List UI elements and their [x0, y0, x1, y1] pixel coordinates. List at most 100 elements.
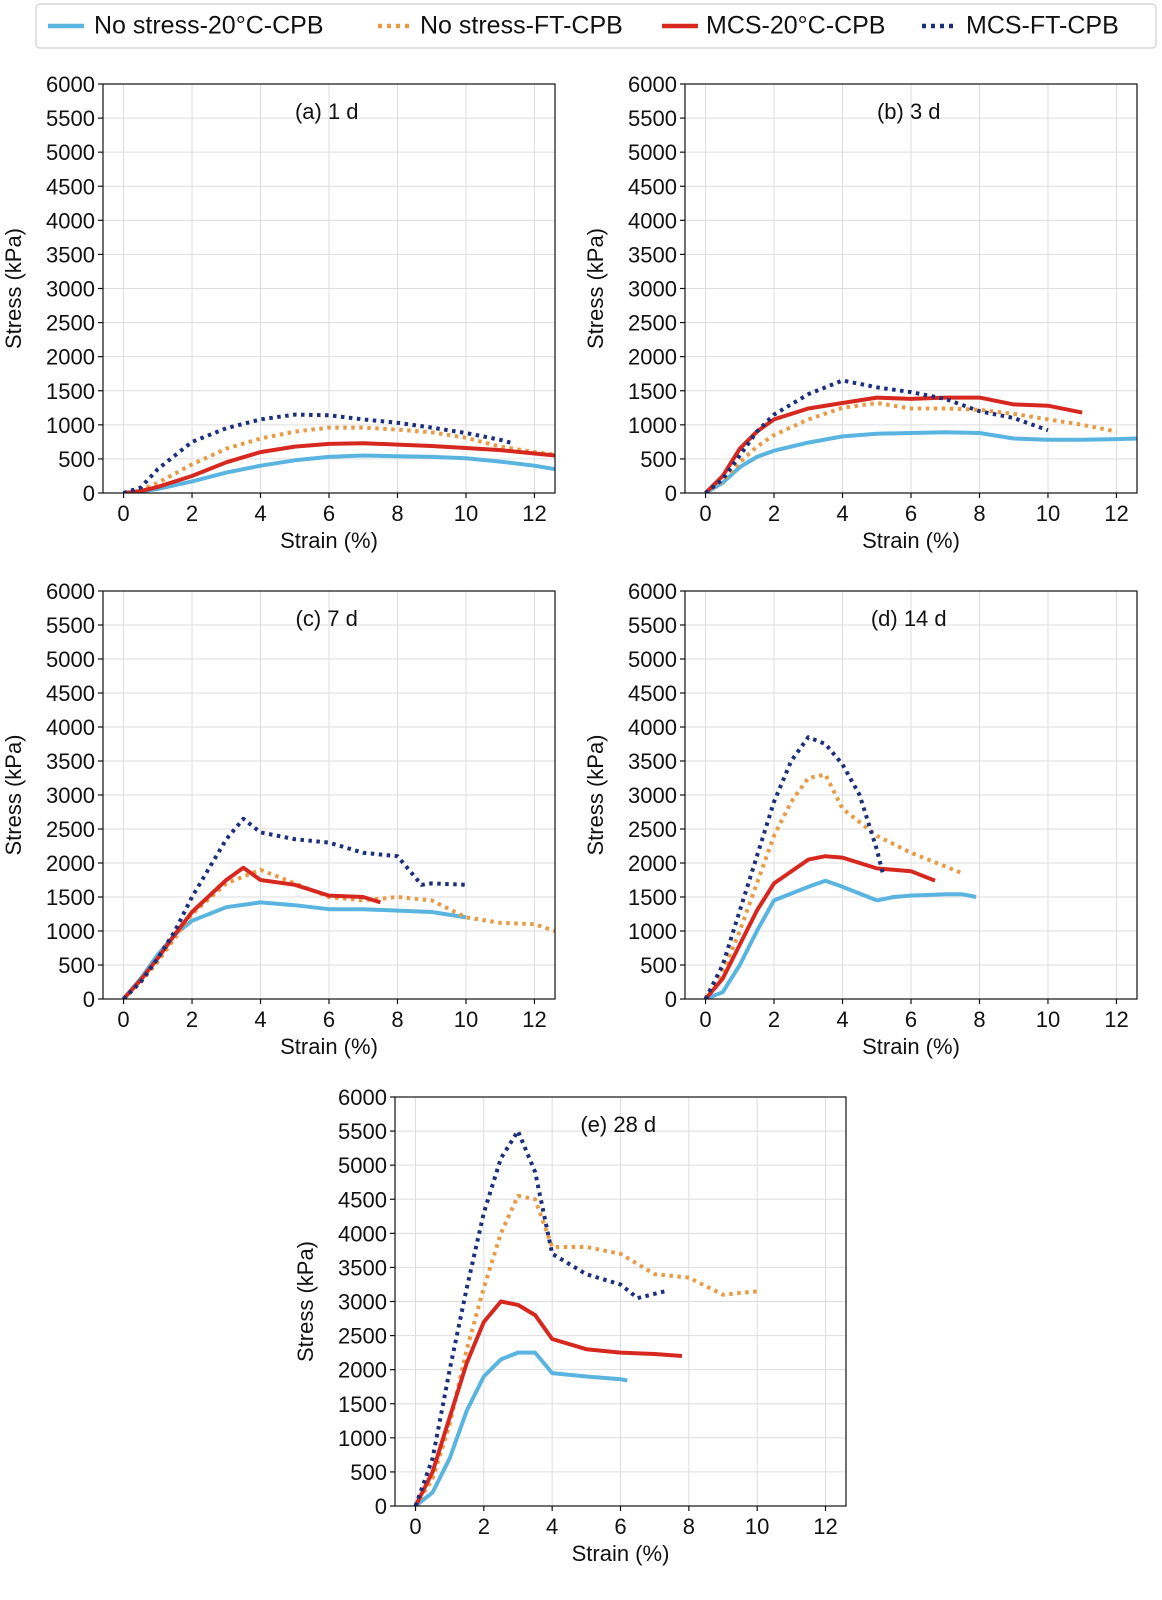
y-tick-label: 5000 [46, 140, 95, 165]
y-tick-label: 500 [58, 953, 95, 978]
y-tick-label: 3000 [628, 783, 677, 808]
x-tick-label: 6 [323, 501, 335, 526]
legend-label: No stress-20°C-CPB [94, 12, 324, 40]
legend-box [35, 3, 1157, 49]
y-tick-label: 0 [83, 481, 95, 506]
y-tick-label: 2000 [46, 345, 95, 370]
panel-a: 0 2 4 6 8 10 12 0 500 1000 1500 2000 2500 3000 3500 400… [1, 72, 556, 553]
y-tick-label: 3000 [46, 277, 95, 302]
series-line-mcs-20c-cpb [122, 865, 381, 999]
x-tick-label: 8 [973, 501, 985, 526]
y-tick-label: 4000 [338, 1221, 387, 1246]
x-tick-label: 12 [813, 1514, 837, 1539]
y-tick-label: 1500 [338, 1392, 387, 1417]
panels: 0 2 4 6 8 10 120500100015002000250030003500400… [1, 72, 1138, 1566]
x-tick-label: 2 [478, 1514, 490, 1539]
legend-entry-no-stress-20c-cpb: No stress-20°C-CPB [48, 12, 324, 40]
y-tick-label: 4000 [628, 715, 677, 740]
y-axis: 0 500 1000 1500 2000 2500 3000 3500 4000 4500 5000… [628, 72, 685, 506]
x-tick-label: 12 [1104, 501, 1128, 526]
series-line-mcs-ft-cpb [122, 816, 467, 999]
x-tick-label: 2 [768, 501, 780, 526]
y-tick-label: 2500 [338, 1324, 387, 1349]
series-line-no-stress-20c-cpb [414, 1350, 628, 1506]
x-tick-label: 12 [522, 1007, 546, 1032]
x-tick-label: 6 [614, 1514, 626, 1539]
y-tick-label: 2000 [628, 851, 677, 876]
x-tick-label: 2 [768, 1007, 780, 1032]
y-axis: 0 500 1000 1500 2000 2500 3000 3500 4000 4500 5000… [338, 1085, 395, 1519]
y-tick-label: 500 [350, 1460, 387, 1485]
x-tick-label: 0 [117, 1007, 129, 1032]
x-tick-label: 0 [699, 1007, 711, 1032]
series-line-mcs-20c-cpb [703, 854, 936, 999]
y-axis: 0 500 1000 1500 2000 2500 3000 3500 4000 4500 5000… [46, 72, 103, 506]
legend-entry-no-stress-ft-cpb: No stress-FT-CPB [378, 12, 623, 40]
y-tick-label: 1500 [46, 379, 95, 404]
series-line-mcs-20c-cpb [123, 441, 555, 493]
x-tick-label: 0 [699, 501, 711, 526]
y-tick-label: 2500 [46, 311, 95, 336]
y-tick-label: 5000 [338, 1153, 387, 1178]
x-tick-label: 6 [905, 501, 917, 526]
series-line-mcs-20c-cpb [704, 395, 1083, 493]
y-tick-label: 6000 [338, 1085, 387, 1110]
y-tick-label: 3500 [46, 242, 95, 267]
x-tick-label: 2 [186, 501, 198, 526]
y-tick-label: 3500 [338, 1255, 387, 1280]
panel-b: 0 2 4 6 8 10 12 0 500 1000 1500 2000 2500 3000 3500 400… [583, 72, 1138, 553]
y-tick-label: 3000 [628, 277, 677, 302]
series-group [703, 735, 977, 999]
x-tick-label: 6 [905, 1007, 917, 1032]
series-line-mcs-20c-cpb [413, 1299, 683, 1506]
series-line-mcs-ft-cpb [704, 378, 1049, 493]
x-tick-label: 10 [454, 501, 478, 526]
y-tick-label: 1500 [46, 885, 95, 910]
y-tick-label: 4500 [338, 1187, 387, 1212]
y-axis-label: Stress (kPa) [1, 734, 26, 855]
grid [685, 83, 1137, 494]
y-tick-label: 0 [665, 481, 677, 506]
legend-entry-mcs-ft-cpb: MCS-FT-CPB [922, 12, 1119, 40]
x-tick-label: 8 [391, 1007, 403, 1032]
y-tick-label: 2500 [46, 817, 95, 842]
y-axis-label: Stress (kPa) [293, 1241, 318, 1362]
y-tick-label: 5000 [628, 647, 677, 672]
y-axis-label: Stress (kPa) [583, 228, 608, 349]
y-tick-label: 6000 [628, 72, 677, 97]
x-tick-label: 4 [836, 1007, 848, 1032]
x-tick-label: 10 [454, 1007, 478, 1032]
x-tick-label: 6 [323, 1007, 335, 1032]
x-axis: 0 2 4 6 8 10 12 [117, 493, 547, 526]
y-axis: 0 500 1000 1500 2000 2500 3000 3500 4000 4500 5000… [46, 579, 103, 1012]
y-tick-label: 500 [640, 447, 677, 472]
y-tick-label: 2500 [628, 311, 677, 336]
y-tick-label: 5500 [46, 106, 95, 131]
x-tick-label: 2 [186, 1007, 198, 1032]
y-tick-label: 1000 [628, 919, 677, 944]
x-tick-label: 8 [391, 501, 403, 526]
x-tick-label: 10 [745, 1514, 769, 1539]
x-axis-label: Strain (%) [572, 1541, 670, 1566]
x-tick-label: 10 [1036, 501, 1060, 526]
series-group [704, 378, 1137, 493]
panel-d: 0 2 4 6 8 10 12 0 500 1000 1500 2000 2500 3000 3500 400… [583, 579, 1138, 1059]
y-tick-label: 2000 [46, 851, 95, 876]
y-tick-label: 500 [58, 447, 95, 472]
y-tick-label: 4000 [46, 715, 95, 740]
x-axis-label: Strain (%) [862, 528, 960, 553]
x-axis: 0 2 4 6 8 10 12 [117, 999, 547, 1032]
panel-title: (a) 1 d [295, 99, 359, 124]
y-tick-label: 500 [640, 953, 677, 978]
y-tick-label: 1000 [46, 413, 95, 438]
x-tick-label: 4 [254, 501, 266, 526]
x-axis: 0 2 4 6 8 10 12 [699, 999, 1129, 1032]
y-tick-label: 4500 [46, 174, 95, 199]
series-line-no-stress-20c-cpb [704, 430, 1137, 493]
legend-label: MCS-20°C-CPB [706, 12, 885, 40]
legend: No stress-20°C-CPB No stress-FT-CPB MCS-20… [35, 3, 1157, 49]
y-tick-label: 3500 [628, 749, 677, 774]
y-tick-label: 1000 [628, 413, 677, 438]
panel-title: (d) 14 d [871, 606, 947, 631]
y-tick-label: 1500 [628, 885, 677, 910]
